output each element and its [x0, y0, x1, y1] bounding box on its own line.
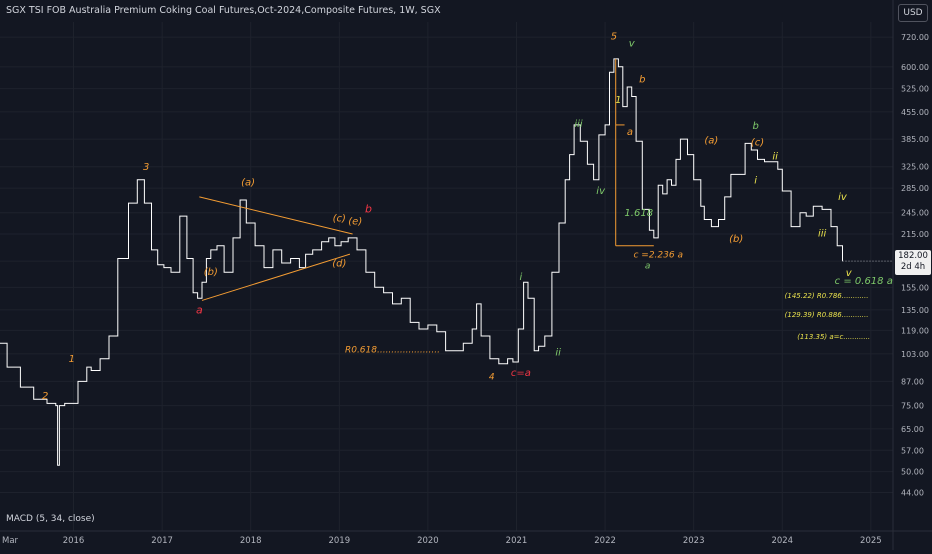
y-tick-label: 525.00	[901, 85, 929, 94]
wave-label-yellow: i	[754, 176, 757, 187]
wave-label-orange: (a)	[241, 177, 255, 188]
x-tick-label: 2025	[860, 536, 882, 546]
wave-label-orange: (c)	[333, 214, 346, 225]
wave-label-red: b	[365, 203, 372, 216]
wave-label-green: iv	[596, 186, 606, 197]
wave-label-yellow: v	[846, 268, 853, 279]
wave-label-orange: (b)	[204, 267, 218, 278]
wave-label-yellow: ii	[772, 151, 778, 162]
wave-label-orange: a	[627, 127, 633, 138]
y-tick-label: 325.00	[901, 163, 929, 172]
y-tick-label: 720.00	[901, 33, 929, 42]
wave-label-orange: (b)	[729, 234, 743, 245]
last-price-value: 182.00	[898, 251, 928, 261]
wave-label-green: 1.618	[624, 208, 653, 219]
wave-label-orange: (e)	[348, 216, 362, 227]
y-tick-label: 385.00	[901, 135, 929, 144]
indicator-legend[interactable]: MACD (5, 34, close)	[6, 514, 95, 524]
wave-label-green: a	[645, 261, 651, 271]
wave-label-orange: R0.618......................	[345, 345, 440, 355]
y-tick-label: 455.00	[901, 108, 929, 117]
y-tick-label: 119.00	[901, 326, 929, 335]
currency-button[interactable]: USD	[898, 4, 928, 22]
wave-label-yellow: iv	[838, 192, 848, 203]
wave-label-orange: 5	[611, 31, 617, 42]
x-tick-label: 2017	[151, 536, 173, 546]
x-tick-label: 2021	[506, 536, 528, 546]
triangle-upper-line	[199, 196, 353, 235]
wave-label-yellow: 1	[615, 95, 621, 106]
wave-label-green: c = 0.618 a	[835, 276, 893, 287]
y-tick-label: 245.00	[901, 209, 929, 218]
y-tick-label: 87.00	[901, 377, 924, 386]
y-tick-label: 155.00	[901, 283, 929, 292]
y-tick-label: 215.00	[901, 230, 929, 239]
wave-label-orange: (d)	[332, 259, 346, 270]
x-tick-label: 2018	[240, 536, 262, 546]
x-tick-label: 2020	[417, 536, 439, 546]
triangle-lower-line	[201, 253, 351, 301]
wave-label-green: v	[629, 38, 636, 49]
wave-label-red: a	[196, 303, 203, 316]
wave-label-orange: 3	[143, 162, 149, 173]
x-tick-label: 2024	[771, 536, 793, 546]
y-tick-label: 50.00	[901, 468, 924, 477]
wave-label-orange: 4	[489, 373, 495, 383]
wave-label-white: (145.22) R0.786............	[785, 292, 869, 300]
y-tick-label: 600.00	[901, 63, 929, 72]
y-tick-label: 285.00	[901, 184, 929, 193]
wave-label-white: (129.39) R0.886............	[785, 311, 869, 319]
wave-label-green: iii	[574, 119, 583, 130]
x-tick-label: Mar	[2, 536, 19, 546]
wave-label-red: c=a	[511, 368, 531, 379]
wave-label-orange: (a)	[704, 135, 718, 146]
wave-label-green: b	[753, 121, 759, 132]
x-tick-label: 2016	[63, 536, 85, 546]
wave-label-orange: c =2.236 a	[633, 251, 683, 261]
x-tick-label: 2023	[683, 536, 705, 546]
x-tick-label: 2022	[594, 536, 616, 546]
y-tick-label: 57.00	[901, 446, 924, 455]
wave-label-green: ii	[555, 347, 561, 358]
wave-label-orange: 1	[69, 354, 75, 365]
price-series-line	[0, 58, 843, 466]
wave-label-orange: 2	[42, 391, 48, 402]
y-tick-label: 135.00	[901, 306, 929, 315]
y-tick-label: 44.00	[901, 488, 924, 497]
last-price-badge: 182.00 2d 4h	[895, 250, 931, 275]
y-tick-label: 65.00	[901, 425, 924, 434]
wave-label-orange: b	[639, 74, 645, 85]
wave-label-green: i	[520, 272, 523, 283]
chart-title: SGX TSI FOB Australia Premium Coking Coa…	[6, 5, 441, 16]
x-tick-label: 2019	[328, 536, 350, 546]
y-tick-label: 103.00	[901, 350, 929, 359]
wave-label-white: (113.35) a=c............	[797, 333, 870, 341]
y-tick-label: 75.00	[901, 402, 924, 411]
last-price-countdown: 2d 4h	[900, 262, 926, 272]
wave-label-orange: (c)	[751, 138, 764, 149]
wave-label-yellow: iii	[818, 228, 827, 239]
